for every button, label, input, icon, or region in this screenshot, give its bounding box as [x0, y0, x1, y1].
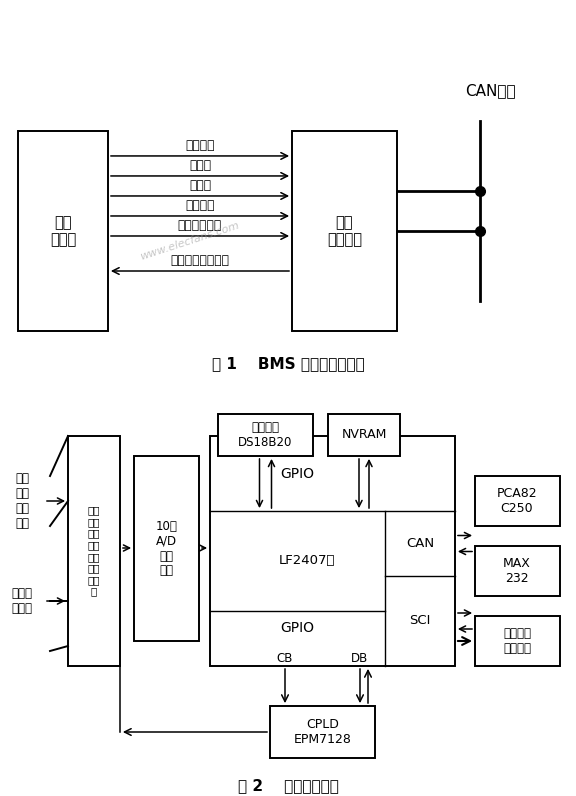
Text: 动力
电池组: 动力 电池组 [50, 215, 76, 248]
Text: 总电流: 总电流 [189, 179, 211, 192]
Text: www.elecfans.com: www.elecfans.com [139, 220, 241, 262]
Text: CAN: CAN [406, 537, 434, 550]
Text: 风扇控制信号: 风扇控制信号 [178, 219, 222, 232]
Bar [210, 436, 455, 666]
Text: GPIO: GPIO [281, 622, 314, 635]
Text: 单体电压: 单体电压 [185, 139, 215, 152]
Text: 温度采集
DS18B20: 温度采集 DS18B20 [238, 421, 293, 449]
Text: 10位
A/D
转换
模块: 10位 A/D 转换 模块 [156, 520, 177, 578]
Text: LF2407核: LF2407核 [279, 555, 336, 568]
Text: 多路
单体
电压
信号: 多路 单体 电压 信号 [15, 472, 29, 530]
Text: CB: CB [277, 653, 293, 665]
Text: 电池温度: 电池温度 [185, 199, 215, 212]
Text: GPIO: GPIO [281, 466, 314, 481]
Text: SCI: SCI [410, 615, 431, 627]
Text: 主继电器控制信号: 主继电器控制信号 [170, 254, 229, 267]
Text: 总电压
总电流: 总电压 总电流 [12, 587, 32, 615]
Text: DB: DB [351, 653, 369, 665]
Text: CAN网络: CAN网络 [465, 84, 516, 99]
Text: MAX
232: MAX 232 [503, 557, 531, 585]
Text: 图 2    系统硬件平台: 图 2 系统硬件平台 [237, 778, 339, 794]
Bar [218, 414, 313, 456]
Bar [292, 131, 397, 331]
Text: 图 1    BMS 基本结构示意图: 图 1 BMS 基本结构示意图 [211, 357, 365, 372]
Bar [134, 456, 199, 641]
Text: PCA82
C250: PCA82 C250 [497, 487, 537, 515]
Bar [475, 546, 560, 596]
Bar [18, 131, 108, 331]
Bar [475, 616, 560, 666]
Text: NVRAM: NVRAM [342, 428, 386, 442]
Bar [68, 436, 120, 666]
Bar [270, 706, 375, 758]
Bar [328, 414, 400, 456]
Text: 电池状态
控制信号: 电池状态 控制信号 [503, 627, 531, 655]
Text: CPLD
EPM7128: CPLD EPM7128 [294, 718, 351, 746]
Text: 总电压: 总电压 [189, 159, 211, 172]
Text: 多路
选择
开关
和线
性隔
离放
大电
路: 多路 选择 开关 和线 性隔 离放 大电 路 [88, 505, 100, 596]
Bar [475, 476, 560, 526]
Text: 电池
管理系统: 电池 管理系统 [327, 215, 362, 248]
